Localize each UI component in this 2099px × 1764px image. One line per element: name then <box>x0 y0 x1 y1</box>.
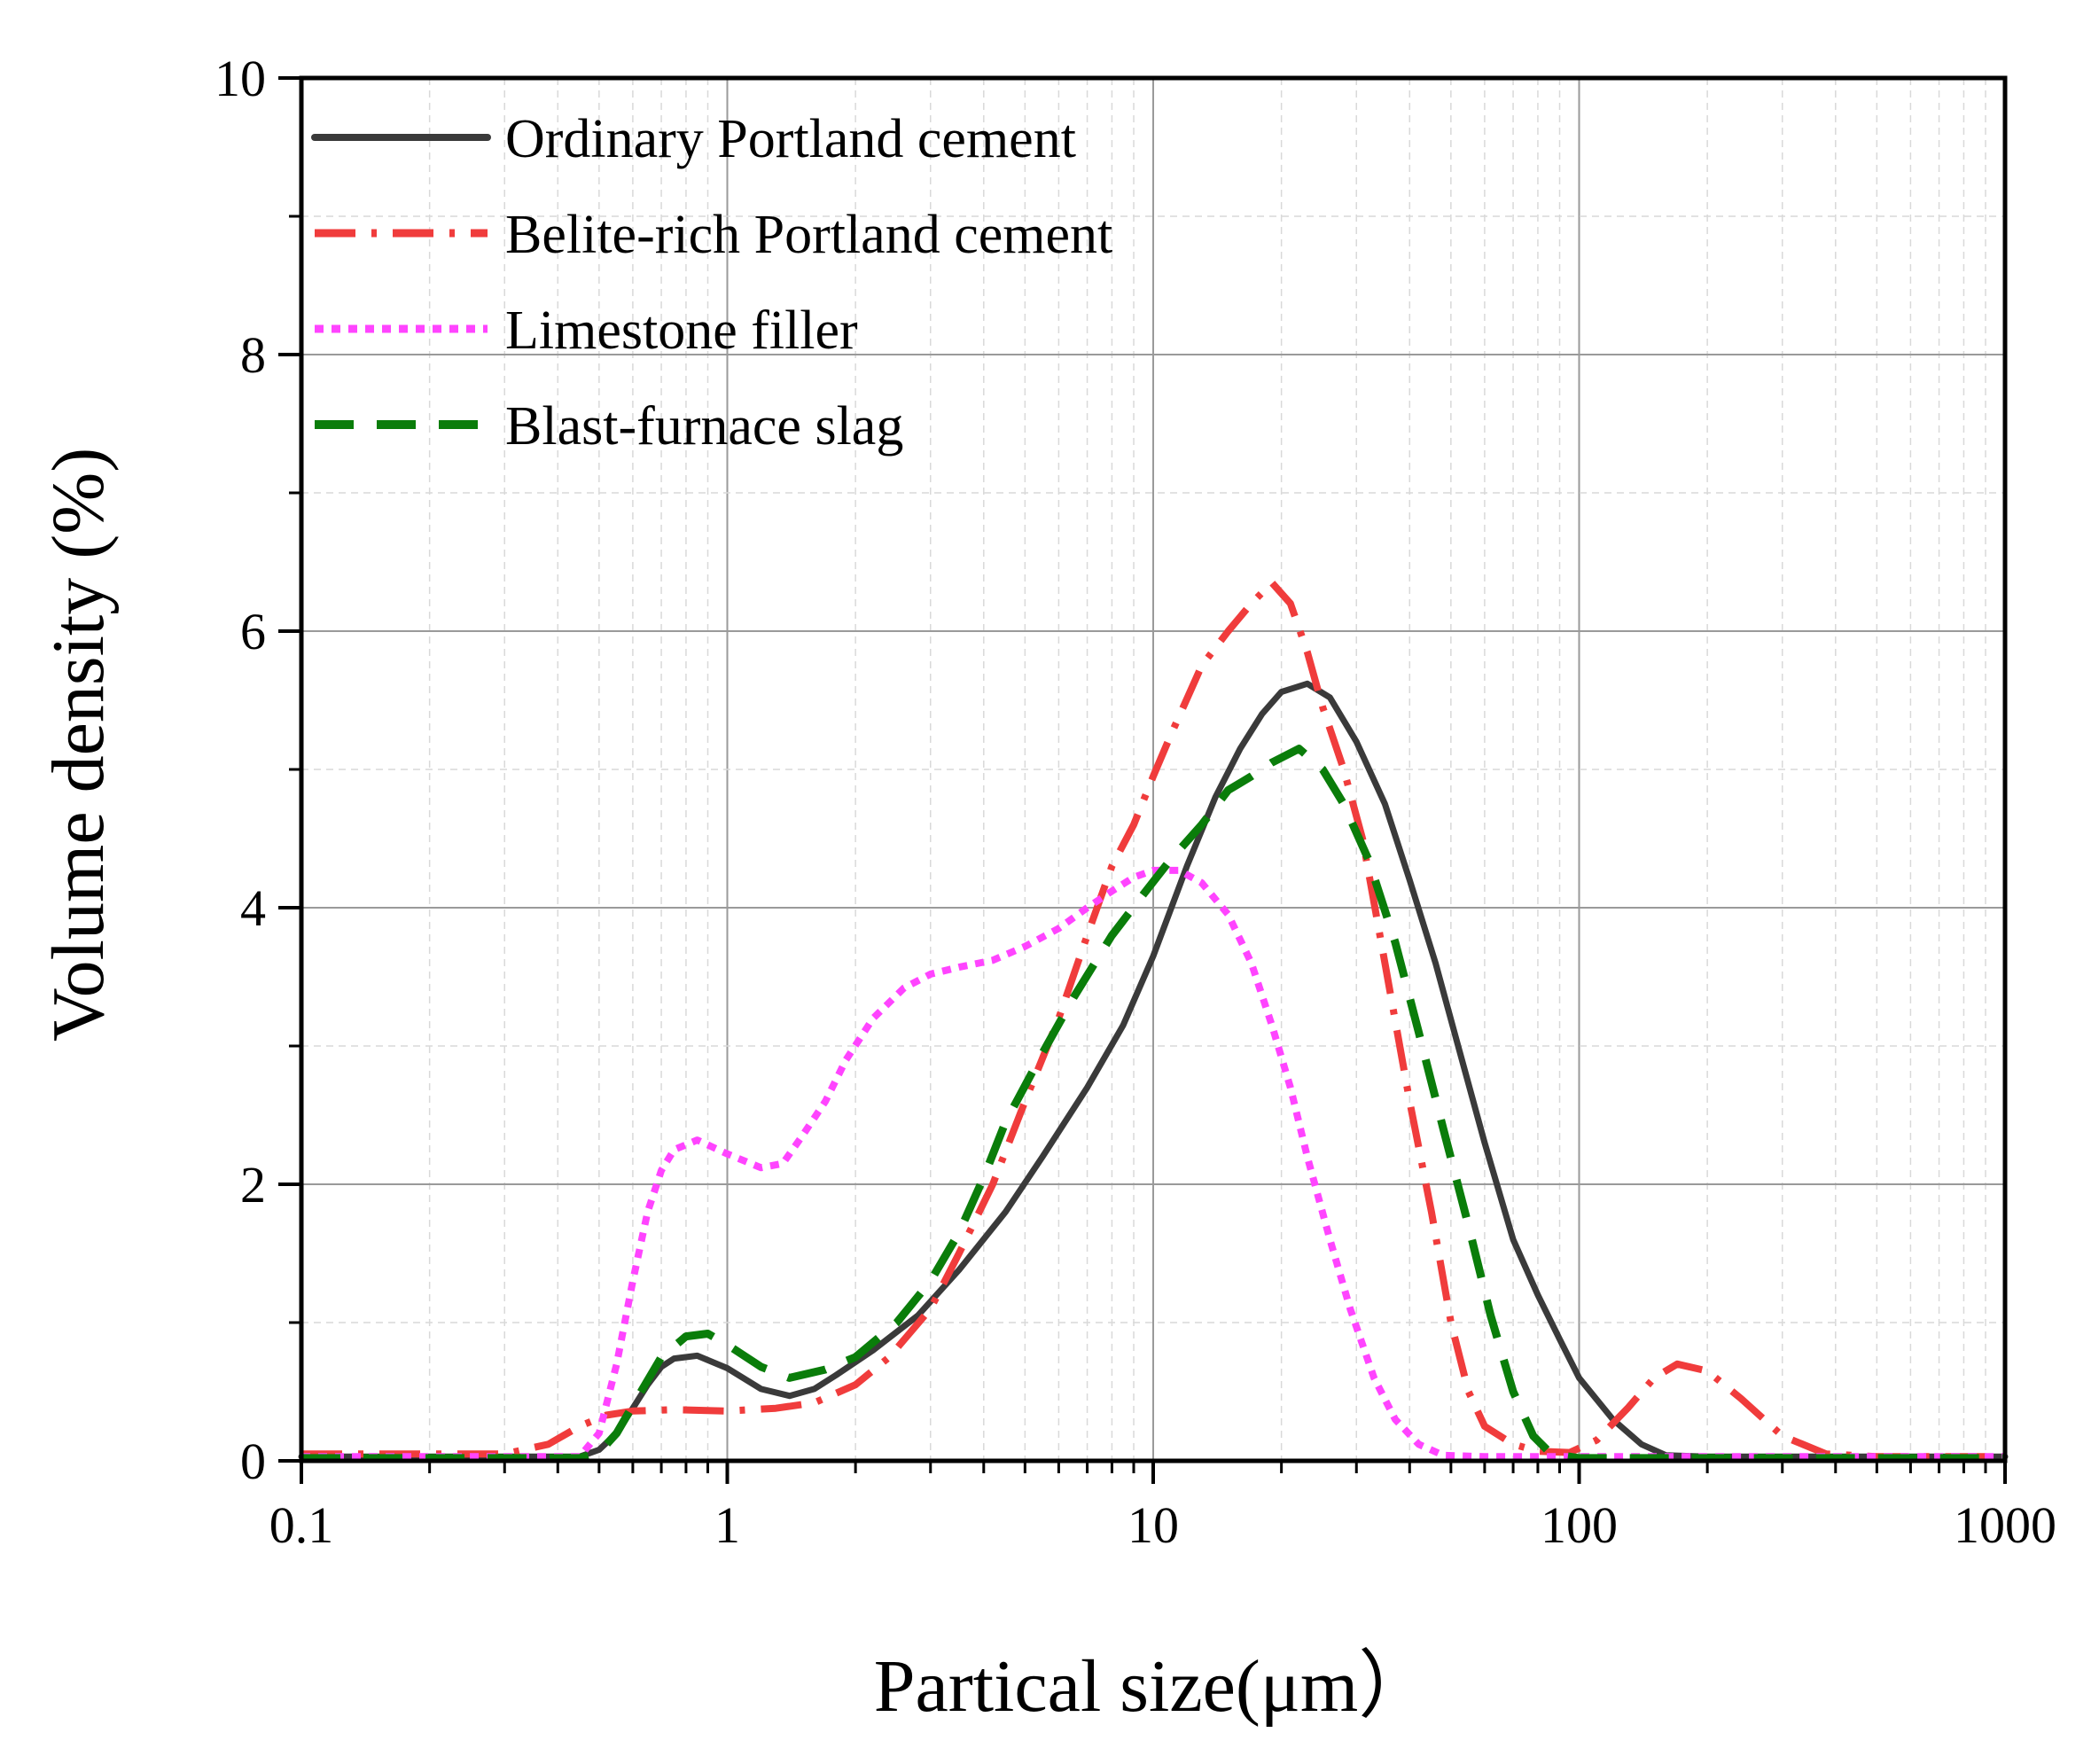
x-tick-label: 1000 <box>1954 1496 2056 1554</box>
legend-label-2: Belite-rich Portland cement <box>505 205 1112 265</box>
y-tick-label: 10 <box>215 50 266 107</box>
axis-ticks <box>278 76 2007 1484</box>
x-axis-title: Partical size(μm） <box>874 1645 1433 1728</box>
legend: Ordinary Portland cement Belite-rich Port… <box>311 109 1112 457</box>
legend-label-4: Blast-furnace slag <box>505 396 903 457</box>
legend-label-1: Ordinary Portland cement <box>505 109 1076 169</box>
series-lines <box>298 579 2009 1463</box>
y-tick-label: 6 <box>240 603 266 660</box>
y-axis-title: Volume density (%) <box>37 448 120 1042</box>
series-line-2 <box>301 579 2005 1461</box>
legend-label-3: Limestone filler <box>505 301 858 361</box>
x-tick-label: 100 <box>1541 1496 1618 1554</box>
series-line-4 <box>301 745 2005 1463</box>
y-tick-label: 2 <box>240 1156 266 1214</box>
axis-tick-labels: 0.1 1 10 100 1000 0 2 4 6 8 10 <box>215 50 2056 1554</box>
series-line-3 <box>301 866 2005 1461</box>
y-tick-label: 8 <box>240 326 266 384</box>
x-tick-label: 0.1 <box>269 1496 334 1554</box>
x-tick-label: 1 <box>714 1496 740 1554</box>
series-line-1 <box>298 680 2009 1460</box>
y-tick-label: 0 <box>240 1432 266 1490</box>
y-tick-label: 4 <box>240 879 266 937</box>
x-tick-label: 10 <box>1128 1496 1179 1554</box>
